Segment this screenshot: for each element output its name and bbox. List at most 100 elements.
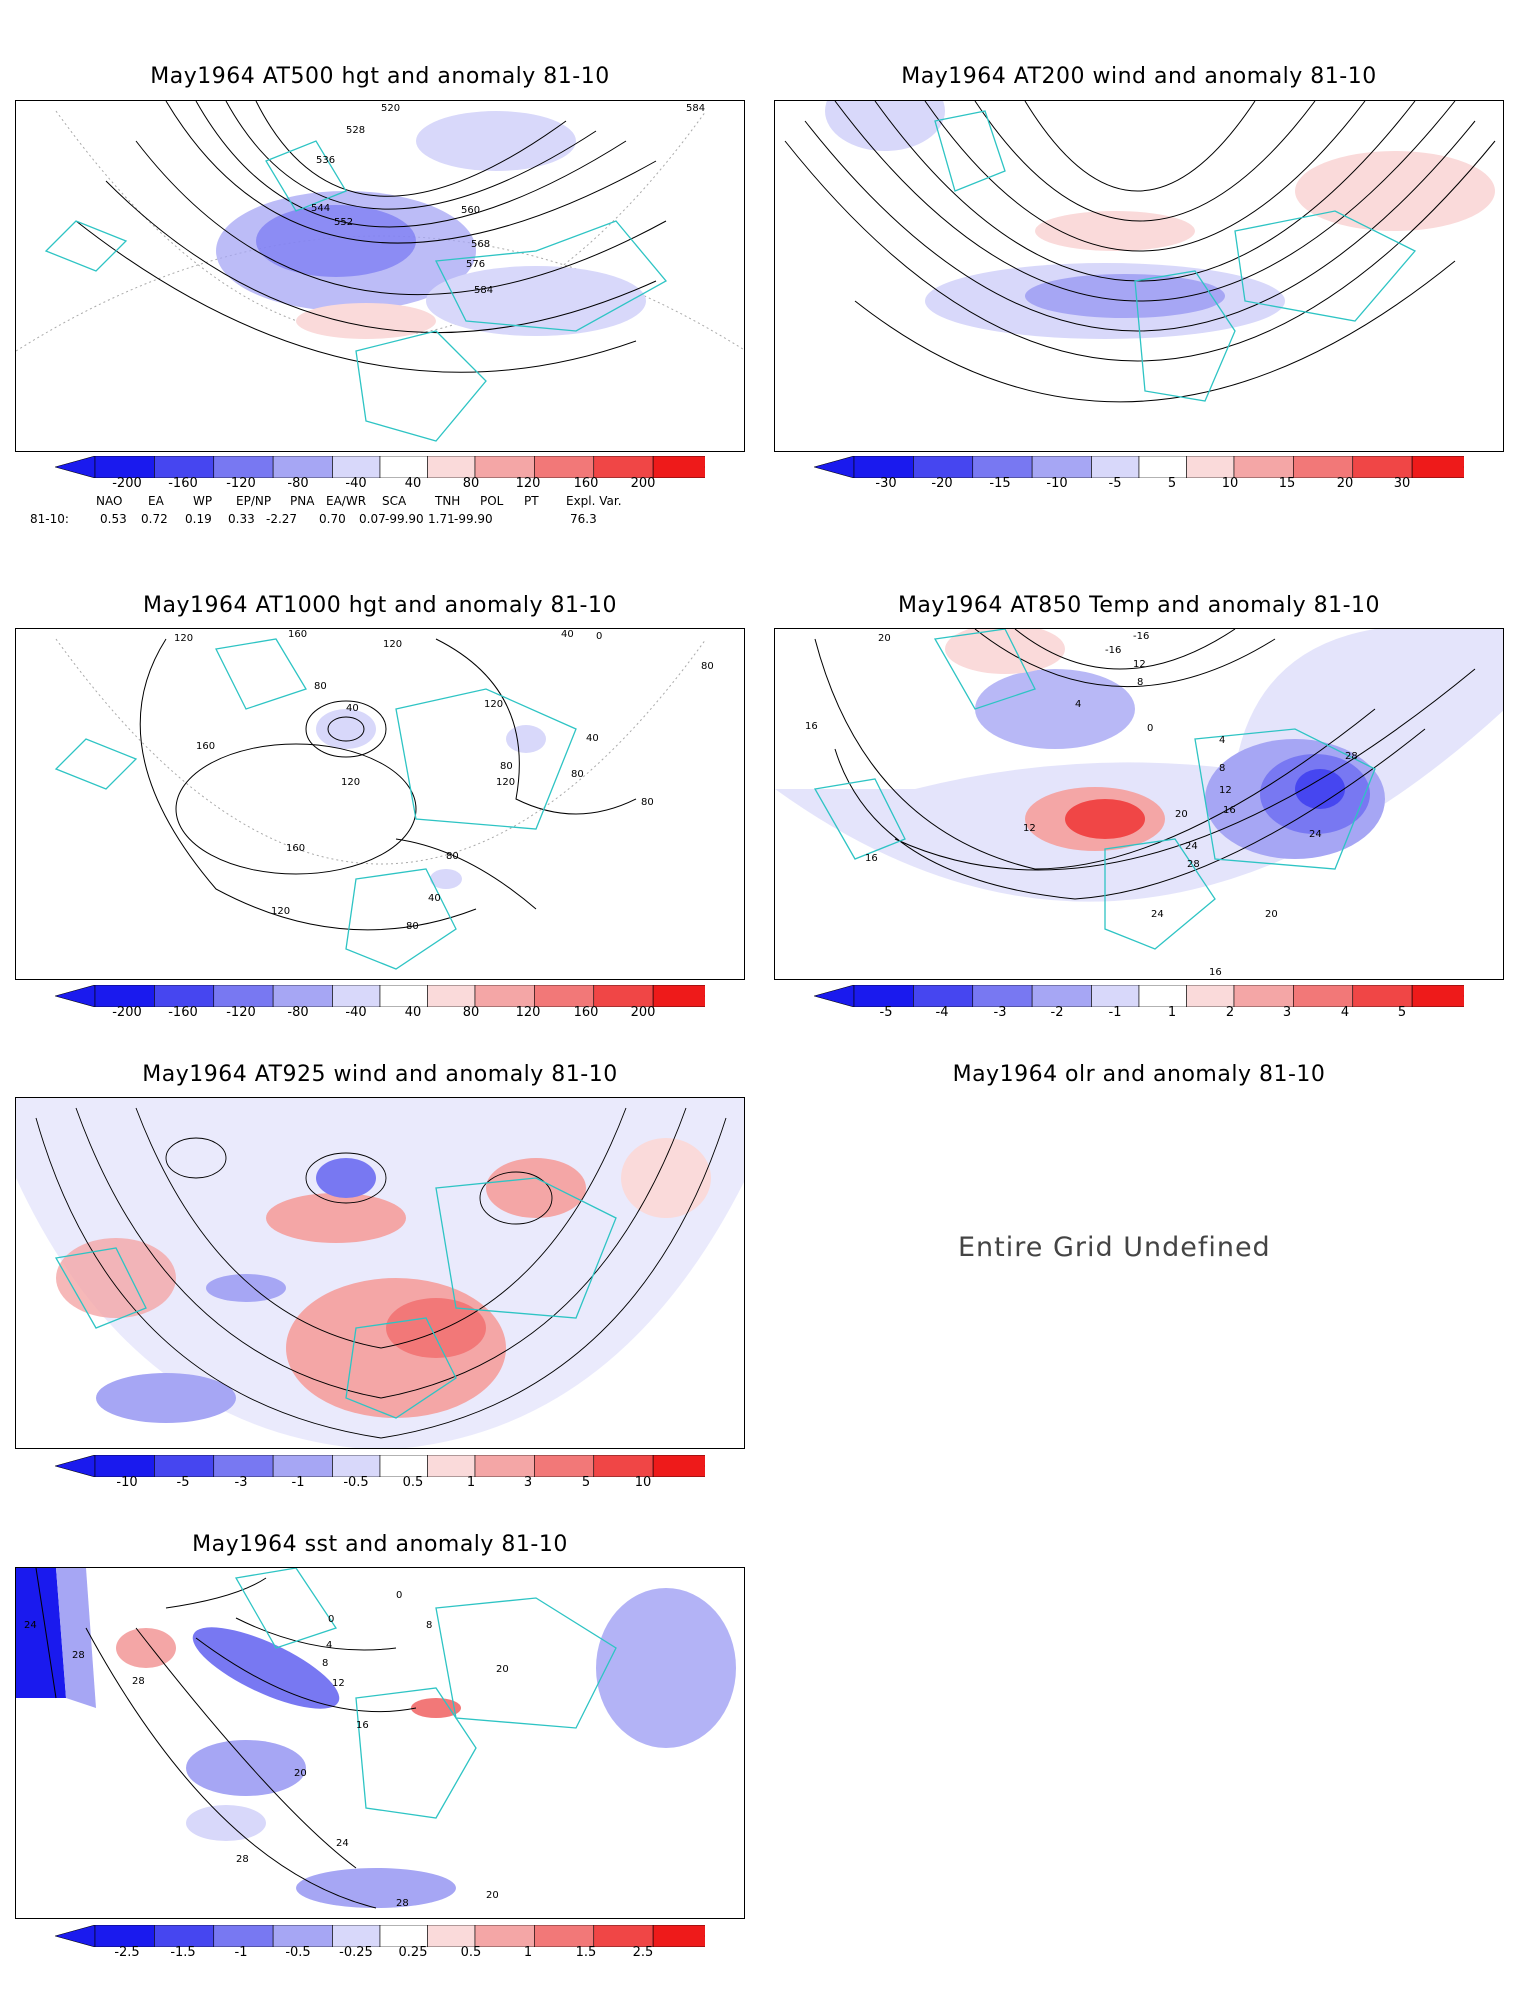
panel-title-sst: May1964 sst and anomaly 81-10 — [192, 1532, 568, 1557]
svg-text:160: 160 — [196, 741, 215, 752]
colorbar-end-low — [814, 985, 855, 1007]
telecon-value: 76.3 — [570, 512, 597, 526]
svg-text:0: 0 — [1147, 723, 1153, 734]
colorbar-swatch — [94, 1455, 155, 1477]
contour-label: 544 — [311, 203, 330, 214]
colorbar-swatch — [593, 456, 654, 478]
map-1000hgt: 120 160 120 80 40 120 80 120 40 80 80 16… — [54, 629, 714, 970]
svg-text:24: 24 — [1151, 909, 1164, 920]
svg-text:-16: -16 — [1105, 645, 1121, 656]
svg-text:16: 16 — [1223, 805, 1236, 816]
map-200wind — [784, 101, 1496, 403]
colorbar-swatch — [853, 456, 914, 478]
colorbar-swatches — [55, 1925, 705, 1947]
svg-text:20: 20 — [486, 1890, 499, 1901]
map-panel-500hgt: 520 528 536 544 552 560 568 576 584 584 — [15, 100, 745, 452]
colorbar-850temp — [814, 985, 1464, 1007]
colorbar-swatch-neutral — [379, 456, 428, 478]
colorbar-swatch — [593, 1925, 654, 1947]
colorbar-swatch — [1031, 456, 1092, 478]
colorbar-swatch-neutral — [1138, 985, 1187, 1007]
colorbar-925wind — [55, 1455, 705, 1477]
svg-text:40: 40 — [346, 703, 359, 714]
svg-text:16: 16 — [356, 1720, 369, 1731]
svg-text:160: 160 — [288, 629, 307, 640]
telecon-value: 0.53 — [100, 512, 127, 526]
svg-text:28: 28 — [1345, 751, 1358, 762]
telecon-row-label: 81-10: — [30, 512, 69, 526]
svg-text:120: 120 — [484, 699, 503, 710]
colorbar-swatch — [427, 985, 476, 1007]
colorbar-swatch — [652, 1455, 705, 1477]
svg-text:28: 28 — [396, 1898, 409, 1909]
colorbar-swatch — [1352, 985, 1413, 1007]
svg-text:80: 80 — [641, 797, 654, 808]
colorbar-swatch-neutral — [379, 1925, 428, 1947]
contour-label: 560 — [461, 205, 480, 216]
telecon-value: 0.70 — [319, 512, 346, 526]
colorbar-swatch — [652, 456, 705, 478]
svg-text:40: 40 — [561, 629, 574, 640]
telecon-header: PNA — [290, 494, 315, 508]
map-panel-850temp: 20 -16 -16 12 8 4 0 4 8 12 16 20 24 28 2… — [774, 628, 1504, 980]
svg-text:28: 28 — [1187, 859, 1200, 870]
colorbar-swatch — [427, 1925, 476, 1947]
colorbar-swatch — [94, 985, 155, 1007]
colorbar-swatch — [1186, 456, 1235, 478]
teleconnection-table: NAO EA WP EP/NP PNA EA/WR SCA TNH POL PT… — [30, 494, 630, 530]
colorbar-swatch — [534, 1925, 595, 1947]
svg-text:20: 20 — [1265, 909, 1278, 920]
colorbar-sst — [55, 1925, 705, 1947]
svg-text:120: 120 — [341, 777, 360, 788]
colorbar-swatch — [593, 1455, 654, 1477]
colorbar-swatch — [1091, 456, 1140, 478]
colorbar-swatch-neutral — [379, 985, 428, 1007]
colorbar-swatch — [972, 456, 1033, 478]
colorbar-end-low — [814, 456, 855, 478]
svg-text:80: 80 — [701, 661, 714, 672]
telecon-value: -2.27 — [266, 512, 298, 526]
svg-text:0: 0 — [328, 1614, 334, 1625]
telecon-header: WP — [193, 494, 213, 508]
svg-text:4: 4 — [1075, 699, 1081, 710]
svg-text:8: 8 — [426, 1620, 432, 1631]
colorbar-swatch — [427, 1455, 476, 1477]
colorbar-swatch — [474, 1925, 535, 1947]
map-panel-sst: 24 28 28 0 4 8 12 16 20 24 28 28 0 8 20 … — [15, 1567, 745, 1919]
colorbar-swatch — [332, 1925, 381, 1947]
svg-text:8: 8 — [1219, 763, 1225, 774]
colorbar-swatch — [427, 456, 476, 478]
map-sst: 24 28 28 0 4 8 12 16 20 24 28 28 0 8 20 … — [16, 1568, 736, 1909]
svg-text:120: 120 — [383, 639, 402, 650]
colorbar-labels-500hgt: -200 -160 -120 -80 -40 40 80 120 160 200 — [112, 476, 656, 491]
colorbar-swatch — [332, 456, 381, 478]
svg-text:80: 80 — [571, 769, 584, 780]
telecon-value: 0.07 — [359, 512, 386, 526]
svg-text:120: 120 — [174, 633, 193, 644]
colorbar-swatch — [593, 985, 654, 1007]
colorbar-swatch — [913, 985, 974, 1007]
svg-text:24: 24 — [1309, 829, 1322, 840]
panel-title-1000hgt: May1964 AT1000 hgt and anomaly 81-10 — [143, 593, 617, 618]
colorbar-swatch — [1293, 985, 1354, 1007]
panel-title-200wind: May1964 AT200 wind and anomaly 81-10 — [901, 64, 1377, 89]
contour-label: 584 — [686, 103, 705, 114]
svg-text:120: 120 — [496, 777, 515, 788]
colorbar-swatches — [55, 1455, 705, 1477]
svg-text:80: 80 — [314, 681, 327, 692]
colorbar-swatch — [272, 1455, 333, 1477]
telecon-value: -99.90 — [454, 512, 493, 526]
colorbar-200wind — [814, 456, 1464, 478]
panel-title-850temp: May1964 AT850 Temp and anomaly 81-10 — [897, 593, 1381, 618]
telecon-header: SCA — [382, 494, 407, 508]
colorbar-swatch — [534, 985, 595, 1007]
colorbar-swatch — [1293, 456, 1354, 478]
colorbar-swatch — [1411, 985, 1464, 1007]
svg-text:20: 20 — [294, 1768, 307, 1779]
svg-text:16: 16 — [1209, 967, 1222, 978]
contour-label: 520 — [381, 103, 400, 114]
colorbar-swatch — [94, 1925, 155, 1947]
svg-text:20: 20 — [878, 633, 891, 644]
svg-text:24: 24 — [24, 1620, 37, 1631]
colorbar-swatch — [913, 456, 974, 478]
